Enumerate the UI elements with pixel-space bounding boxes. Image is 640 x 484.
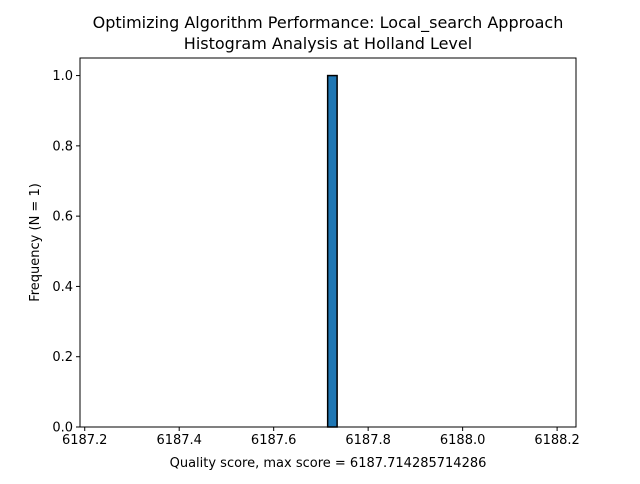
y-tick-label: 0.0 [52,421,73,436]
chart-title-line2: Histogram Analysis at Holland Level [184,34,472,53]
chart-title-line1: Optimizing Algorithm Performance: Local_… [93,13,564,33]
x-axis-label: Quality score, max score = 6187.71428571… [170,456,487,471]
plot-frame [79,57,577,428]
histogram-bar [326,74,338,428]
y-tick-label: 0.4 [52,280,73,295]
x-tick-label: 6187.2 [62,433,108,448]
x-tick-label: 6187.8 [345,433,391,448]
y-ticks-group: 0.0 0.2 0.4 0.6 0.8 1.0 [52,69,80,436]
y-tick-label: 0.2 [52,350,73,365]
x-ticks-group: 6187.2 6187.4 6187.6 6187.8 6188.0 6188.2 [62,427,580,448]
y-tick-label: 1.0 [52,69,73,84]
x-tick-label: 6188.0 [440,433,486,448]
y-axis-label: Frequency (N = 1) [28,183,43,302]
x-tick-label: 6187.4 [156,433,202,448]
y-tick-label: 0.8 [52,139,73,154]
x-tick-label: 6188.2 [534,433,580,448]
bars-group [326,74,338,428]
x-tick-label: 6187.6 [251,433,297,448]
y-tick-label: 0.6 [52,210,73,225]
